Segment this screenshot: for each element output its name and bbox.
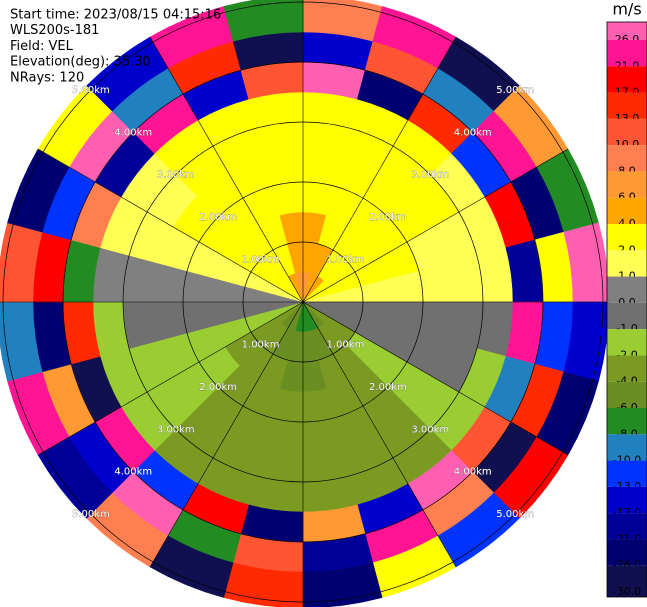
colorbar-band	[607, 302, 647, 330]
ring-label: 5.00km	[496, 509, 534, 520]
velocity-field	[0, 0, 610, 607]
range-ring	[122, 121, 484, 483]
ring-label: 4.00km	[114, 127, 152, 138]
ring-label: 4.00km	[454, 467, 492, 478]
colorbar-band	[607, 118, 647, 146]
colorbar-band	[607, 434, 647, 461]
colorbar-band	[607, 355, 647, 382]
spoke	[149, 36, 457, 568]
colorbar-tick-label: -30.0	[613, 585, 641, 598]
velocity-cell	[256, 121, 304, 158]
info-line: Field: VEL	[10, 39, 74, 54]
colorbar: 26.021.017.013.010.08.06.04.02.01.00.0-1…	[606, 0, 647, 598]
ring-label: 1.00km	[242, 255, 280, 266]
ring-label: 3.00km	[411, 424, 449, 435]
ring-label: 3.00km	[411, 170, 449, 181]
colorbar-band	[607, 565, 647, 597]
colorbar-band	[607, 408, 647, 435]
colorbar-band	[607, 66, 647, 93]
ring-label: 2.00km	[199, 382, 237, 393]
info-line: Elevation(deg): 35.30	[10, 55, 151, 70]
info-line: Start time: 2023/08/15 04:15:16	[10, 8, 221, 23]
velocity-cell	[447, 301, 484, 349]
velocity-cell	[302, 446, 350, 483]
ring-label: 5.00km	[72, 509, 110, 520]
colorbar-band	[607, 92, 647, 119]
ring-label: 2.00km	[369, 382, 407, 393]
colorbar-band	[607, 250, 647, 277]
colorbar-band	[607, 224, 647, 251]
ring-label: 1.00km	[327, 339, 365, 350]
ring-label: 3.00km	[157, 424, 195, 435]
velocity-cell	[302, 121, 350, 158]
ring-label: 5.00km	[496, 85, 534, 96]
colorbar-band	[607, 381, 647, 408]
velocity-cell	[447, 255, 484, 303]
velocity-cell	[122, 301, 159, 349]
colorbar-label: m/s	[612, 0, 641, 19]
ring-label: 1.00km	[242, 339, 280, 350]
ring-label: 3.00km	[157, 170, 195, 181]
velocity-cell	[122, 255, 159, 303]
velocity-cell	[256, 446, 304, 483]
info-line: NRays: 120	[10, 70, 84, 85]
colorbar-band	[607, 329, 647, 356]
range-ring	[182, 181, 424, 423]
info-block: Start time: 2023/08/15 04:15:16WLS200s-1…	[10, 8, 221, 86]
colorbar-band	[607, 276, 647, 303]
colorbar-band	[607, 513, 647, 540]
colorbar-band	[607, 145, 647, 172]
range-ring	[62, 61, 544, 543]
colorbar-band	[607, 539, 647, 566]
colorbar-band	[607, 171, 647, 198]
info-line: WLS200s-181	[10, 23, 99, 38]
colorbar-band	[607, 486, 647, 514]
velocity-cell	[223, 0, 304, 42]
colorbar-band	[607, 40, 647, 67]
colorbar-band	[607, 197, 647, 224]
ring-label: 4.00km	[454, 127, 492, 138]
range-ring	[2, 1, 604, 603]
ring-label: 2.00km	[369, 212, 407, 223]
ring-label: 2.00km	[199, 212, 237, 223]
ring-label: 4.00km	[114, 467, 152, 478]
ring-label: 1.00km	[327, 255, 365, 266]
colorbar-frame	[606, 21, 647, 598]
colorbar-band	[607, 22, 647, 40]
ring-label: 5.00km	[72, 85, 110, 96]
range-ring	[242, 241, 364, 363]
range-rings: 1.00km 1.00km 1.00km 1.00km 2.00km 2.00km 2.00…	[0, 0, 610, 607]
velocity-cell	[0, 301, 43, 382]
colorbar-band	[607, 460, 647, 487]
